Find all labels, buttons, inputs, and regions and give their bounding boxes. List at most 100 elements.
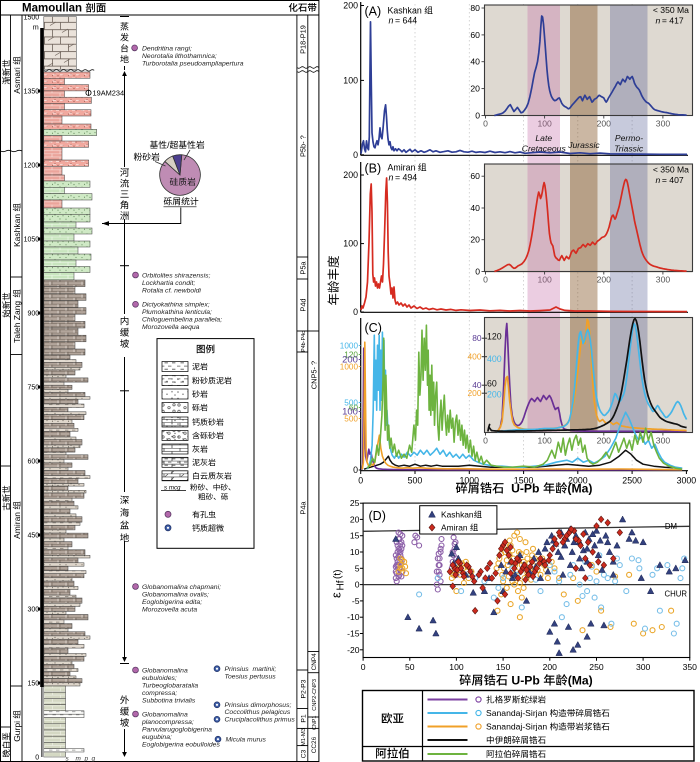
svg-text:= 417: = 417	[660, 16, 684, 26]
svg-text:120: 120	[344, 351, 358, 360]
svg-text:20: 20	[470, 235, 480, 245]
svg-text:n: n	[656, 175, 661, 185]
svg-text:Neorotalia lithothamnica;: Neorotalia lithothamnica;	[142, 53, 217, 60]
svg-text:CNP1: CNP1	[312, 716, 318, 730]
svg-text:60: 60	[470, 171, 480, 181]
svg-text:15: 15	[350, 531, 360, 541]
svg-text:P4b-P4c: P4b-P4c	[301, 331, 307, 352]
svg-text:(C): (C)	[365, 321, 382, 335]
svg-text:0: 0	[483, 436, 488, 446]
svg-text:1500: 1500	[24, 14, 40, 21]
svg-text:Kashkan: Kashkan	[441, 510, 474, 520]
svg-text:Globanomalina chapmani;: Globanomalina chapmani;	[142, 584, 221, 591]
svg-text:P4a: P4a	[299, 501, 308, 515]
svg-text:60: 60	[349, 404, 359, 413]
svg-text:250: 250	[589, 662, 604, 672]
svg-text:50: 50	[405, 662, 415, 672]
svg-text:1050: 1050	[24, 236, 40, 243]
svg-text:400: 400	[468, 352, 482, 362]
svg-text:Dendritina rangi;: Dendritina rangi;	[142, 45, 192, 52]
svg-text:400: 400	[487, 354, 502, 364]
svg-text:60: 60	[470, 30, 480, 40]
svg-text:300: 300	[28, 606, 40, 613]
svg-text:1350: 1350	[24, 88, 40, 95]
svg-text:100: 100	[449, 662, 464, 672]
svg-text:40: 40	[472, 380, 482, 390]
svg-text:CNP5- ?: CNP5- ?	[310, 361, 319, 389]
svg-text:300: 300	[636, 662, 651, 672]
svg-text:compressa;: compressa;	[142, 690, 177, 697]
svg-text:0: 0	[358, 476, 363, 486]
svg-text:Morozovella aequa: Morozovella aequa	[142, 324, 200, 331]
svg-text:300: 300	[656, 436, 671, 446]
svg-text:500: 500	[344, 399, 358, 408]
svg-text:Mamoullan: Mamoullan	[22, 3, 85, 15]
svg-text:s mcg: s mcg	[164, 485, 181, 492]
svg-text:p: p	[84, 756, 89, 762]
svg-text:100: 100	[343, 75, 358, 85]
svg-text:CHUR: CHUR	[665, 590, 688, 599]
svg-text:0: 0	[483, 275, 488, 285]
svg-text:19AM234: 19AM234	[93, 89, 125, 98]
svg-text:0: 0	[353, 307, 358, 317]
svg-text:planocompressa;: planocompressa;	[141, 719, 194, 726]
svg-text:200: 200	[487, 390, 502, 400]
svg-text:Subbotina trivialis: Subbotina trivialis	[142, 697, 196, 704]
svg-text:Micula murus: Micula murus	[226, 737, 267, 744]
svg-text:Eoglobigerina eobulloides: Eoglobigerina eobulloides	[142, 741, 220, 748]
svg-text:100: 100	[538, 119, 553, 129]
svg-text:80: 80	[472, 333, 482, 343]
svg-text:0: 0	[353, 465, 358, 475]
svg-text:5: 5	[355, 563, 360, 573]
svg-text:2000: 2000	[568, 476, 588, 486]
svg-text:Toesius pertusus: Toesius pertusus	[225, 674, 277, 681]
svg-text:0: 0	[475, 111, 480, 121]
svg-text:900: 900	[28, 310, 40, 317]
svg-text:0: 0	[361, 662, 366, 672]
svg-text:Rotalia cf. newboldi: Rotalia cf. newboldi	[142, 287, 201, 294]
svg-text:Eoglobigerina edita;: Eoglobigerina edita;	[142, 599, 202, 606]
svg-text:0: 0	[475, 267, 480, 277]
svg-text:Late: Late	[535, 133, 552, 143]
svg-text:(B): (B)	[365, 162, 382, 176]
svg-text:P1: P1	[300, 714, 307, 723]
svg-text:Permo-: Permo-	[615, 133, 643, 143]
svg-text:P5b- ?: P5b- ?	[299, 135, 308, 157]
svg-text:100: 100	[343, 239, 358, 249]
svg-text:/: /	[167, 140, 170, 150]
svg-text:n: n	[389, 16, 394, 26]
svg-text:eugubina;: eugubina;	[142, 734, 172, 741]
svg-text:Globanomalina: Globanomalina	[142, 711, 188, 718]
svg-text:100: 100	[342, 407, 358, 418]
svg-text:(t): (t)	[333, 570, 344, 579]
svg-text:40: 40	[470, 57, 480, 67]
svg-text:= 644: = 644	[393, 16, 418, 26]
svg-text:= 407: = 407	[660, 175, 684, 185]
svg-text:0: 0	[355, 580, 360, 590]
svg-text:ε: ε	[329, 592, 344, 598]
svg-text:(D): (D)	[369, 509, 386, 523]
svg-text:500: 500	[408, 476, 423, 486]
svg-text:20: 20	[470, 84, 480, 94]
svg-text:(Ma): (Ma)	[567, 482, 592, 496]
svg-text:3000: 3000	[677, 476, 697, 486]
svg-text:Cruciplacolithus primus: Cruciplacolithus primus	[225, 717, 296, 724]
svg-text:200: 200	[343, 1, 358, 11]
svg-text:2500: 2500	[622, 476, 642, 486]
svg-text:350: 350	[683, 662, 698, 672]
svg-text:U-Pb: U-Pb	[504, 482, 543, 496]
svg-text:Chiloguembelina parallela;: Chiloguembelina parallela;	[142, 317, 222, 324]
svg-text:m: m	[76, 756, 82, 762]
svg-text:200: 200	[597, 275, 612, 285]
svg-text:Jurassic: Jurassic	[567, 140, 600, 150]
svg-text:Kashkan: Kashkan	[388, 6, 425, 16]
svg-text:200: 200	[597, 119, 612, 129]
svg-text:40: 40	[470, 203, 480, 213]
svg-text:0: 0	[483, 119, 488, 129]
svg-text:P4d: P4d	[299, 298, 308, 311]
svg-text:20: 20	[350, 514, 360, 524]
svg-text:Globanomalina: Globanomalina	[142, 667, 188, 674]
svg-text:Kashkan: Kashkan	[12, 212, 22, 247]
svg-text:750: 750	[28, 384, 40, 391]
svg-text:Turborotalia pseudoampliapertu: Turborotalia pseudoampliapertura	[142, 60, 244, 67]
